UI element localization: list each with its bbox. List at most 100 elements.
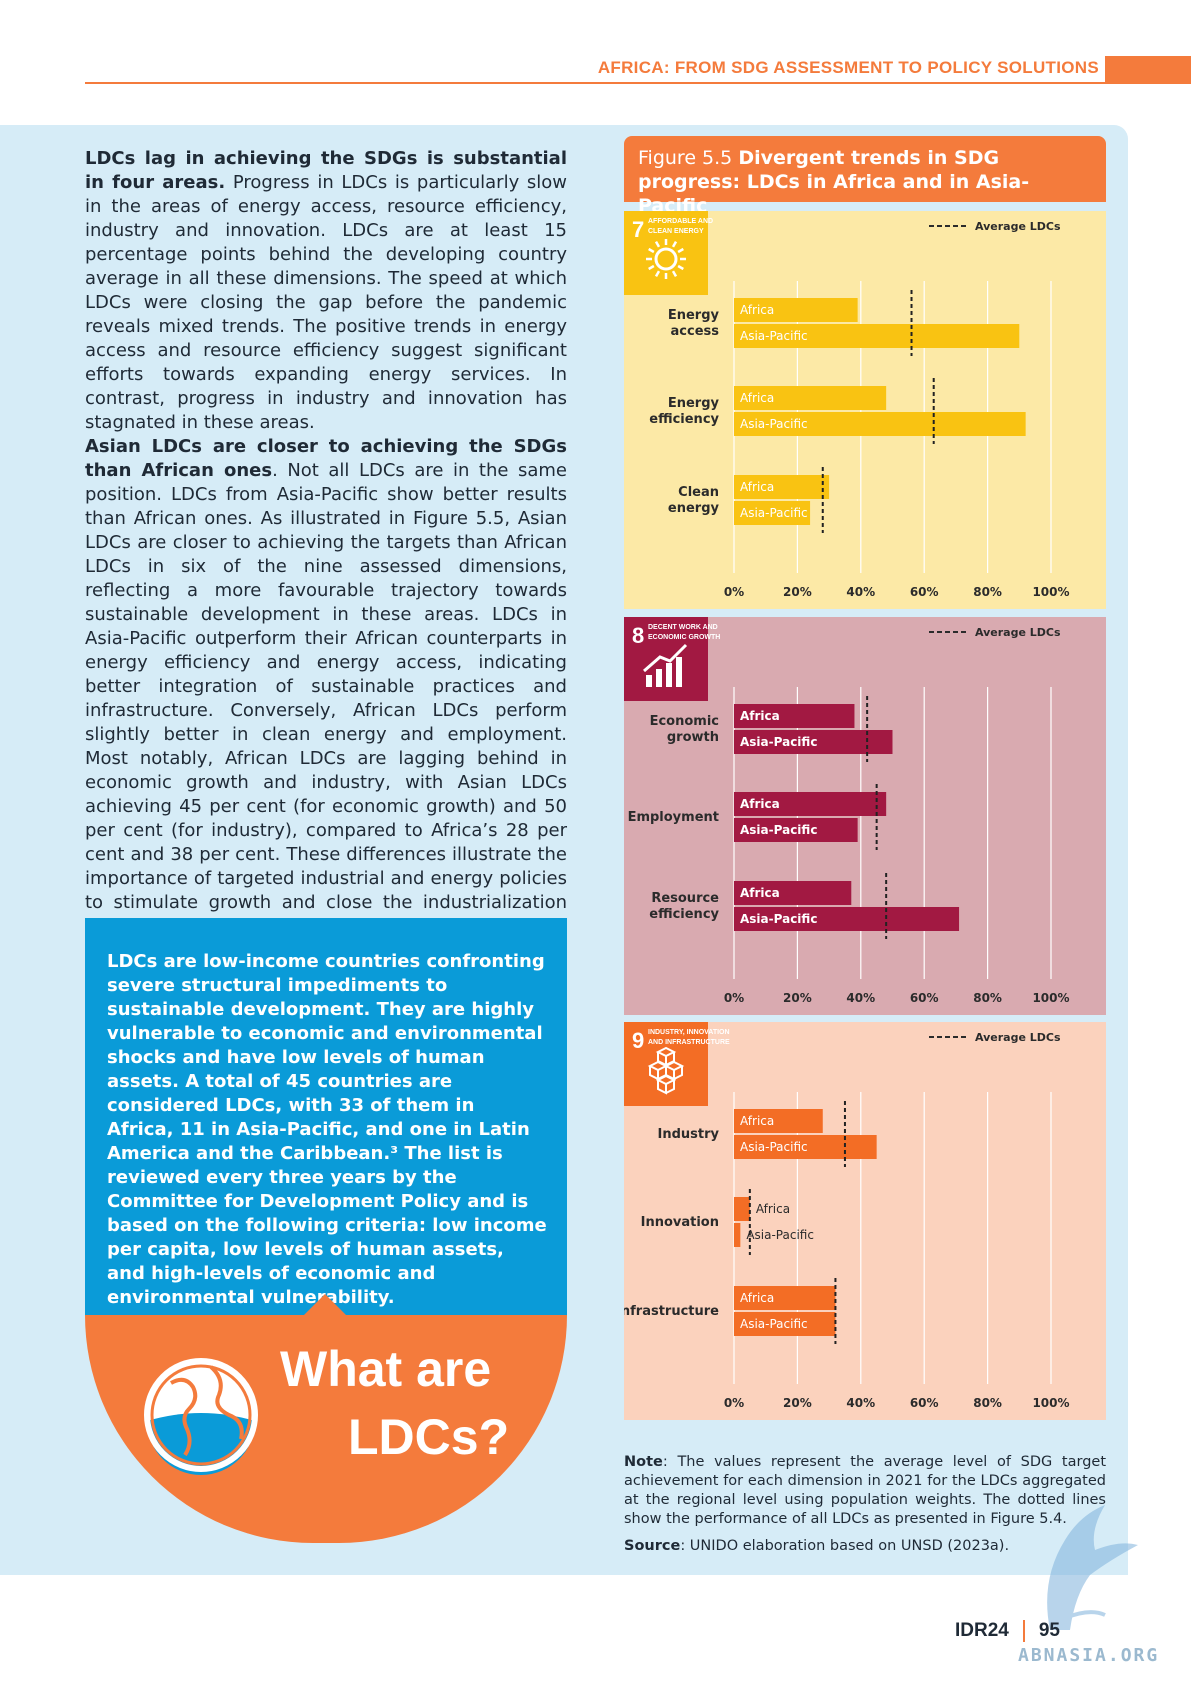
ldc-definition-box: LDCs are low-income countries confrontin…	[85, 918, 567, 1316]
category-label: Economic	[650, 714, 719, 729]
bar-africa	[734, 792, 887, 816]
box-title-line1: What are	[280, 1341, 492, 1397]
bar-asia-pacific	[734, 1312, 836, 1336]
bar-label: Africa	[740, 709, 780, 723]
category-label: energy	[668, 501, 720, 516]
category-label: Energy	[668, 308, 720, 323]
bar-label: Africa	[740, 391, 774, 405]
x-tick-label: 0%	[724, 991, 744, 1005]
sun-icon-ray	[677, 264, 684, 271]
page-footer: IDR24 95	[955, 1620, 1060, 1642]
chart-svg: 7 AFFORDABLE AND CLEAN ENERGY Average LDCs 0…	[624, 211, 1106, 609]
sdg-label: DECENT WORK AND	[648, 624, 718, 631]
x-tick-label: 100%	[1032, 585, 1069, 599]
x-tick-label: 60%	[910, 991, 939, 1005]
report-code: IDR24	[955, 1620, 1009, 1642]
x-tick-label: 40%	[846, 585, 875, 599]
bar-africa	[734, 881, 852, 905]
category-label: Clean	[678, 485, 719, 500]
category-label: Innovation	[641, 1215, 719, 1230]
x-tick-label: 40%	[846, 991, 875, 1005]
x-tick-label: 0%	[724, 585, 744, 599]
chart-sdg9: 9 INDUSTRY, INNOVATION AND INFRASTRUCTURE A…	[624, 1022, 1106, 1420]
bar-africa	[734, 1197, 750, 1221]
x-tick-label: 80%	[973, 991, 1002, 1005]
bar-asia-pacific	[734, 907, 960, 931]
bar-africa	[734, 704, 855, 728]
bar-label: Asia-Pacific	[740, 329, 808, 343]
chart-sdg8: 8 DECENT WORK AND ECONOMIC GROWTH Average L…	[624, 617, 1106, 1015]
bar-africa	[734, 1109, 823, 1133]
bar-label: Africa	[740, 1291, 774, 1305]
note-text: : The values represent the average level…	[624, 1454, 1106, 1527]
category-group: Employment Africa Asia-Pacific	[628, 784, 887, 850]
sdg-number: 8	[632, 623, 644, 648]
legend-label: Average LDCs	[975, 1031, 1061, 1044]
x-tick-label: 40%	[846, 1396, 875, 1410]
sdg-badge: 8 DECENT WORK AND ECONOMIC GROWTH	[624, 617, 720, 701]
x-tick-label: 0%	[724, 1396, 744, 1410]
chart-legend: Average LDCs	[929, 220, 1061, 233]
legend-label: Average LDCs	[975, 220, 1061, 233]
note-lead: Note	[624, 1454, 663, 1470]
sun-icon-ray	[677, 247, 684, 254]
source-lead: Source	[624, 1538, 681, 1554]
bar-asia-pacific	[734, 818, 858, 842]
source-text: : UNIDO elaboration based on UNSD (2023a…	[680, 1538, 1010, 1554]
category-label: Energy	[668, 396, 720, 411]
growth-chart-icon	[643, 643, 688, 687]
x-tick-label: 20%	[783, 585, 812, 599]
bar-africa	[734, 1286, 836, 1310]
category-label: efficiency	[649, 907, 719, 922]
bar-label: Asia-Pacific	[740, 1140, 808, 1154]
bar-label: Africa	[740, 480, 774, 494]
bar-asia-pacific	[734, 730, 893, 754]
chart-svg: 8 DECENT WORK AND ECONOMIC GROWTH Average L…	[624, 617, 1106, 1015]
chart-svg: 9 INDUSTRY, INNOVATION AND INFRASTRUCTURE A…	[624, 1022, 1106, 1420]
header-rule	[85, 82, 1105, 84]
category-group: Industry Africa Asia-Pacific	[658, 1101, 877, 1167]
x-tick-label: 100%	[1032, 1396, 1069, 1410]
sun-icon-ray	[654, 241, 661, 248]
globe-icon	[144, 1358, 258, 1475]
x-tick-label: 60%	[910, 1396, 939, 1410]
x-tick-label: 100%	[1032, 991, 1069, 1005]
growth-icon-bar	[676, 657, 682, 687]
category-label: access	[671, 324, 720, 339]
bar-asia-pacific	[734, 1223, 741, 1247]
figure-number: Figure 5.5	[638, 147, 733, 169]
sdg-badge: 9 INDUSTRY, INNOVATION AND INFRASTRUCTURE	[624, 1022, 730, 1106]
sun-icon-ray	[648, 264, 655, 271]
bar-label: Asia-Pacific	[740, 417, 808, 431]
bar-africa	[734, 475, 830, 499]
sdg-label: ECONOMIC GROWTH	[648, 634, 720, 641]
bar-asia-pacific	[734, 412, 1026, 436]
bar-label: Asia-Pacific	[740, 735, 817, 749]
category-group: Infrastructure Africa Asia-Pacific	[624, 1278, 837, 1344]
bar-label: Asia-Pacific	[746, 1228, 814, 1242]
page-number: 95	[1038, 1620, 1060, 1642]
sun-icon-ray	[648, 247, 655, 254]
growth-icon-arrow	[643, 643, 688, 673]
growth-icon-bar	[656, 669, 662, 687]
chart-legend: Average LDCs	[929, 1031, 1061, 1044]
sdg-badge-background	[624, 211, 708, 295]
x-tick-label: 20%	[783, 1396, 812, 1410]
category-label: efficiency	[649, 412, 719, 427]
sun-icon-ray	[654, 270, 661, 277]
bar-africa	[734, 386, 887, 410]
figure-title: Figure 5.5 Divergent trends in SDG progr…	[624, 136, 1106, 217]
category-label: Infrastructure	[624, 1304, 719, 1319]
x-tick-label: 60%	[910, 585, 939, 599]
cubes-icon	[647, 1046, 685, 1095]
paragraph-lead: LDCs lag in achieving the SDGs is substa…	[85, 148, 567, 193]
x-tick-label: 20%	[783, 991, 812, 1005]
sun-icon-ray	[671, 270, 678, 277]
bar-label: Africa	[740, 886, 780, 900]
bar-africa	[734, 298, 858, 322]
sun-icon-ray	[671, 241, 678, 248]
box-title-line2: LDCs?	[348, 1409, 510, 1465]
